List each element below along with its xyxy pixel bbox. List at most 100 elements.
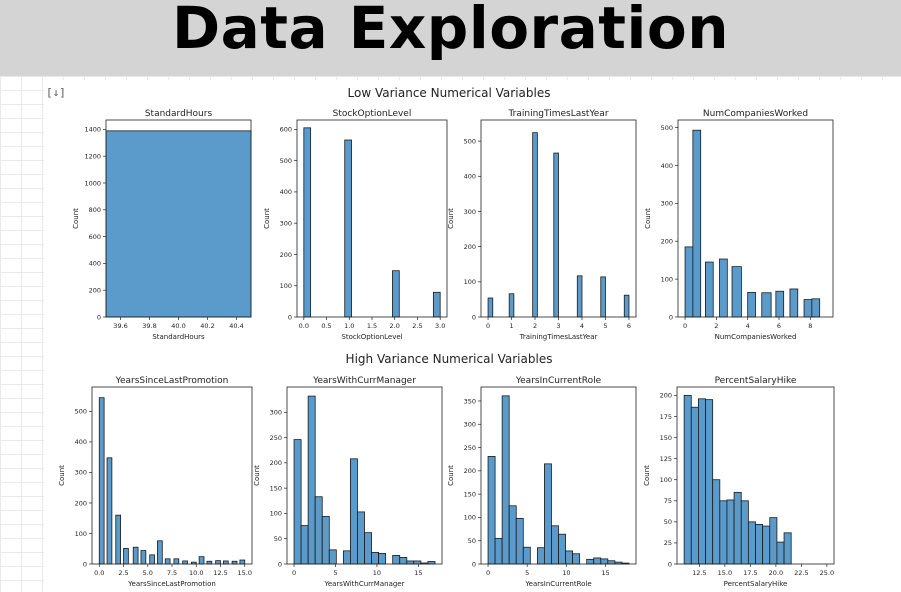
y-tick-label: 200 [464,467,476,475]
histogram-bar [776,541,785,565]
subplot-1: StandardHours StandardHours Count 39.6 39.8 4… [72,109,252,341]
y-tick-label: 300 [270,409,282,417]
x-tick-label: 2.5 [118,569,128,577]
histogram-bar [215,560,221,565]
y-tick-label: 250 [464,444,476,452]
y-tick-label: 400 [280,188,292,196]
histogram-bar [303,127,312,318]
histogram-bar [371,551,379,565]
subplot-4: NumCompaniesWorked NumCompaniesWorked Coun… [644,109,834,341]
y-tick-label: 300 [75,469,87,477]
x-tick-label: 40.2 [200,322,214,330]
x-axis-label: TrainingTimesLastYear [519,333,598,341]
histogram-bar [314,496,323,565]
histogram-bar [769,517,778,565]
y-tick-label: 0 [669,313,673,321]
y-tick-label: 100 [464,278,476,286]
histogram-bar [157,540,163,565]
section-title-low: Low Variance Numerical Variables [348,86,551,100]
histogram-bar [198,556,205,565]
histogram-bar [558,533,566,565]
subplot-title: StockOptionLevel [333,109,412,119]
x-tick-label: 5.0 [143,569,153,577]
histogram-bar [536,547,545,565]
histogram-bar [307,395,316,565]
x-tick-label: 15.0 [237,569,251,577]
histogram-bar [600,276,606,318]
histogram-bar [576,275,583,318]
subplot-3: TrainingTimesLastYear TrainingTimesLastYe… [447,109,637,341]
histogram-bar [789,288,799,318]
histogram-bar [328,549,337,565]
x-tick-label: 0 [292,569,296,577]
x-tick-label: 3.0 [435,322,445,330]
histogram-bar [705,399,714,565]
histogram-bar [494,537,503,565]
histogram-bar [115,514,122,565]
x-tick-label: 15 [414,569,422,577]
histogram-bar [719,258,728,318]
y-tick-label: 400 [89,260,101,268]
x-tick-label: 10 [562,569,570,577]
histogram-bar [132,546,139,565]
y-tick-label: 350 [464,397,476,405]
x-axis-label: PercentSalaryHike [724,580,788,588]
y-tick-label: 500 [661,124,673,132]
histogram-bar [544,463,552,565]
axes-frame [286,386,443,565]
y-axis-label: Count [72,208,80,229]
y-tick-label: 50 [274,535,282,543]
cell-output-icon[interactable]: [↓] [46,86,66,99]
x-tick-label: 8 [808,322,812,330]
subplot-title: StandardHours [145,109,213,119]
histogram-bar [522,546,531,565]
x-tick-label: 2 [714,322,718,330]
histogram-bar [623,294,630,318]
y-tick-label: 200 [464,243,476,251]
y-tick-label: 175 [660,413,672,421]
y-tick-label: 0 [278,560,282,568]
x-tick-label: 12.5 [213,569,227,577]
x-tick-label: 0.0 [299,322,309,330]
x-tick-label: 2.5 [412,322,422,330]
y-tick-label: 300 [464,208,476,216]
histogram-bar [487,455,496,565]
histogram-bar [775,290,785,318]
y-tick-label: 400 [661,162,673,170]
histogram-bar [392,555,401,565]
y-tick-label: 400 [464,173,476,181]
y-tick-label: 100 [660,476,672,484]
histogram-bar [98,397,105,565]
y-tick-label: 0 [288,313,292,321]
histogram-bar [690,406,699,565]
histogram-bar [551,525,559,565]
x-axis-label: StandardHours [152,333,205,341]
histogram-bar [731,266,742,318]
y-tick-label: 0 [97,313,101,321]
histogram-bar [683,395,692,565]
histogram-bar [811,298,821,318]
x-tick-label: 4 [580,322,584,330]
x-tick-label: 4 [746,322,750,330]
histogram-bar [206,560,213,565]
y-tick-label: 125 [660,455,672,463]
histogram-bar [593,557,602,565]
y-axis-label: Count [644,208,652,229]
histogram-bar [553,152,559,318]
histogram-bar [508,293,515,318]
y-tick-label: 100 [75,530,87,538]
histogram-bar [692,129,702,318]
histogram-bar [762,525,771,565]
axes-frame [676,386,835,565]
y-tick-label: 100 [280,282,292,290]
y-tick-label: 150 [464,490,476,498]
y-tick-label: 50 [468,537,476,545]
subplot-2: StockOptionLevel StockOptionLevel Count 0.0… [263,109,448,341]
histogram-bar [123,548,129,565]
x-tick-label: 39.8 [142,322,156,330]
histogram-bar [733,491,742,565]
y-tick-label: 1000 [84,179,101,187]
histogram-bar [515,517,524,565]
y-tick-label: 600 [89,233,101,241]
y-tick-label: 250 [270,434,282,442]
